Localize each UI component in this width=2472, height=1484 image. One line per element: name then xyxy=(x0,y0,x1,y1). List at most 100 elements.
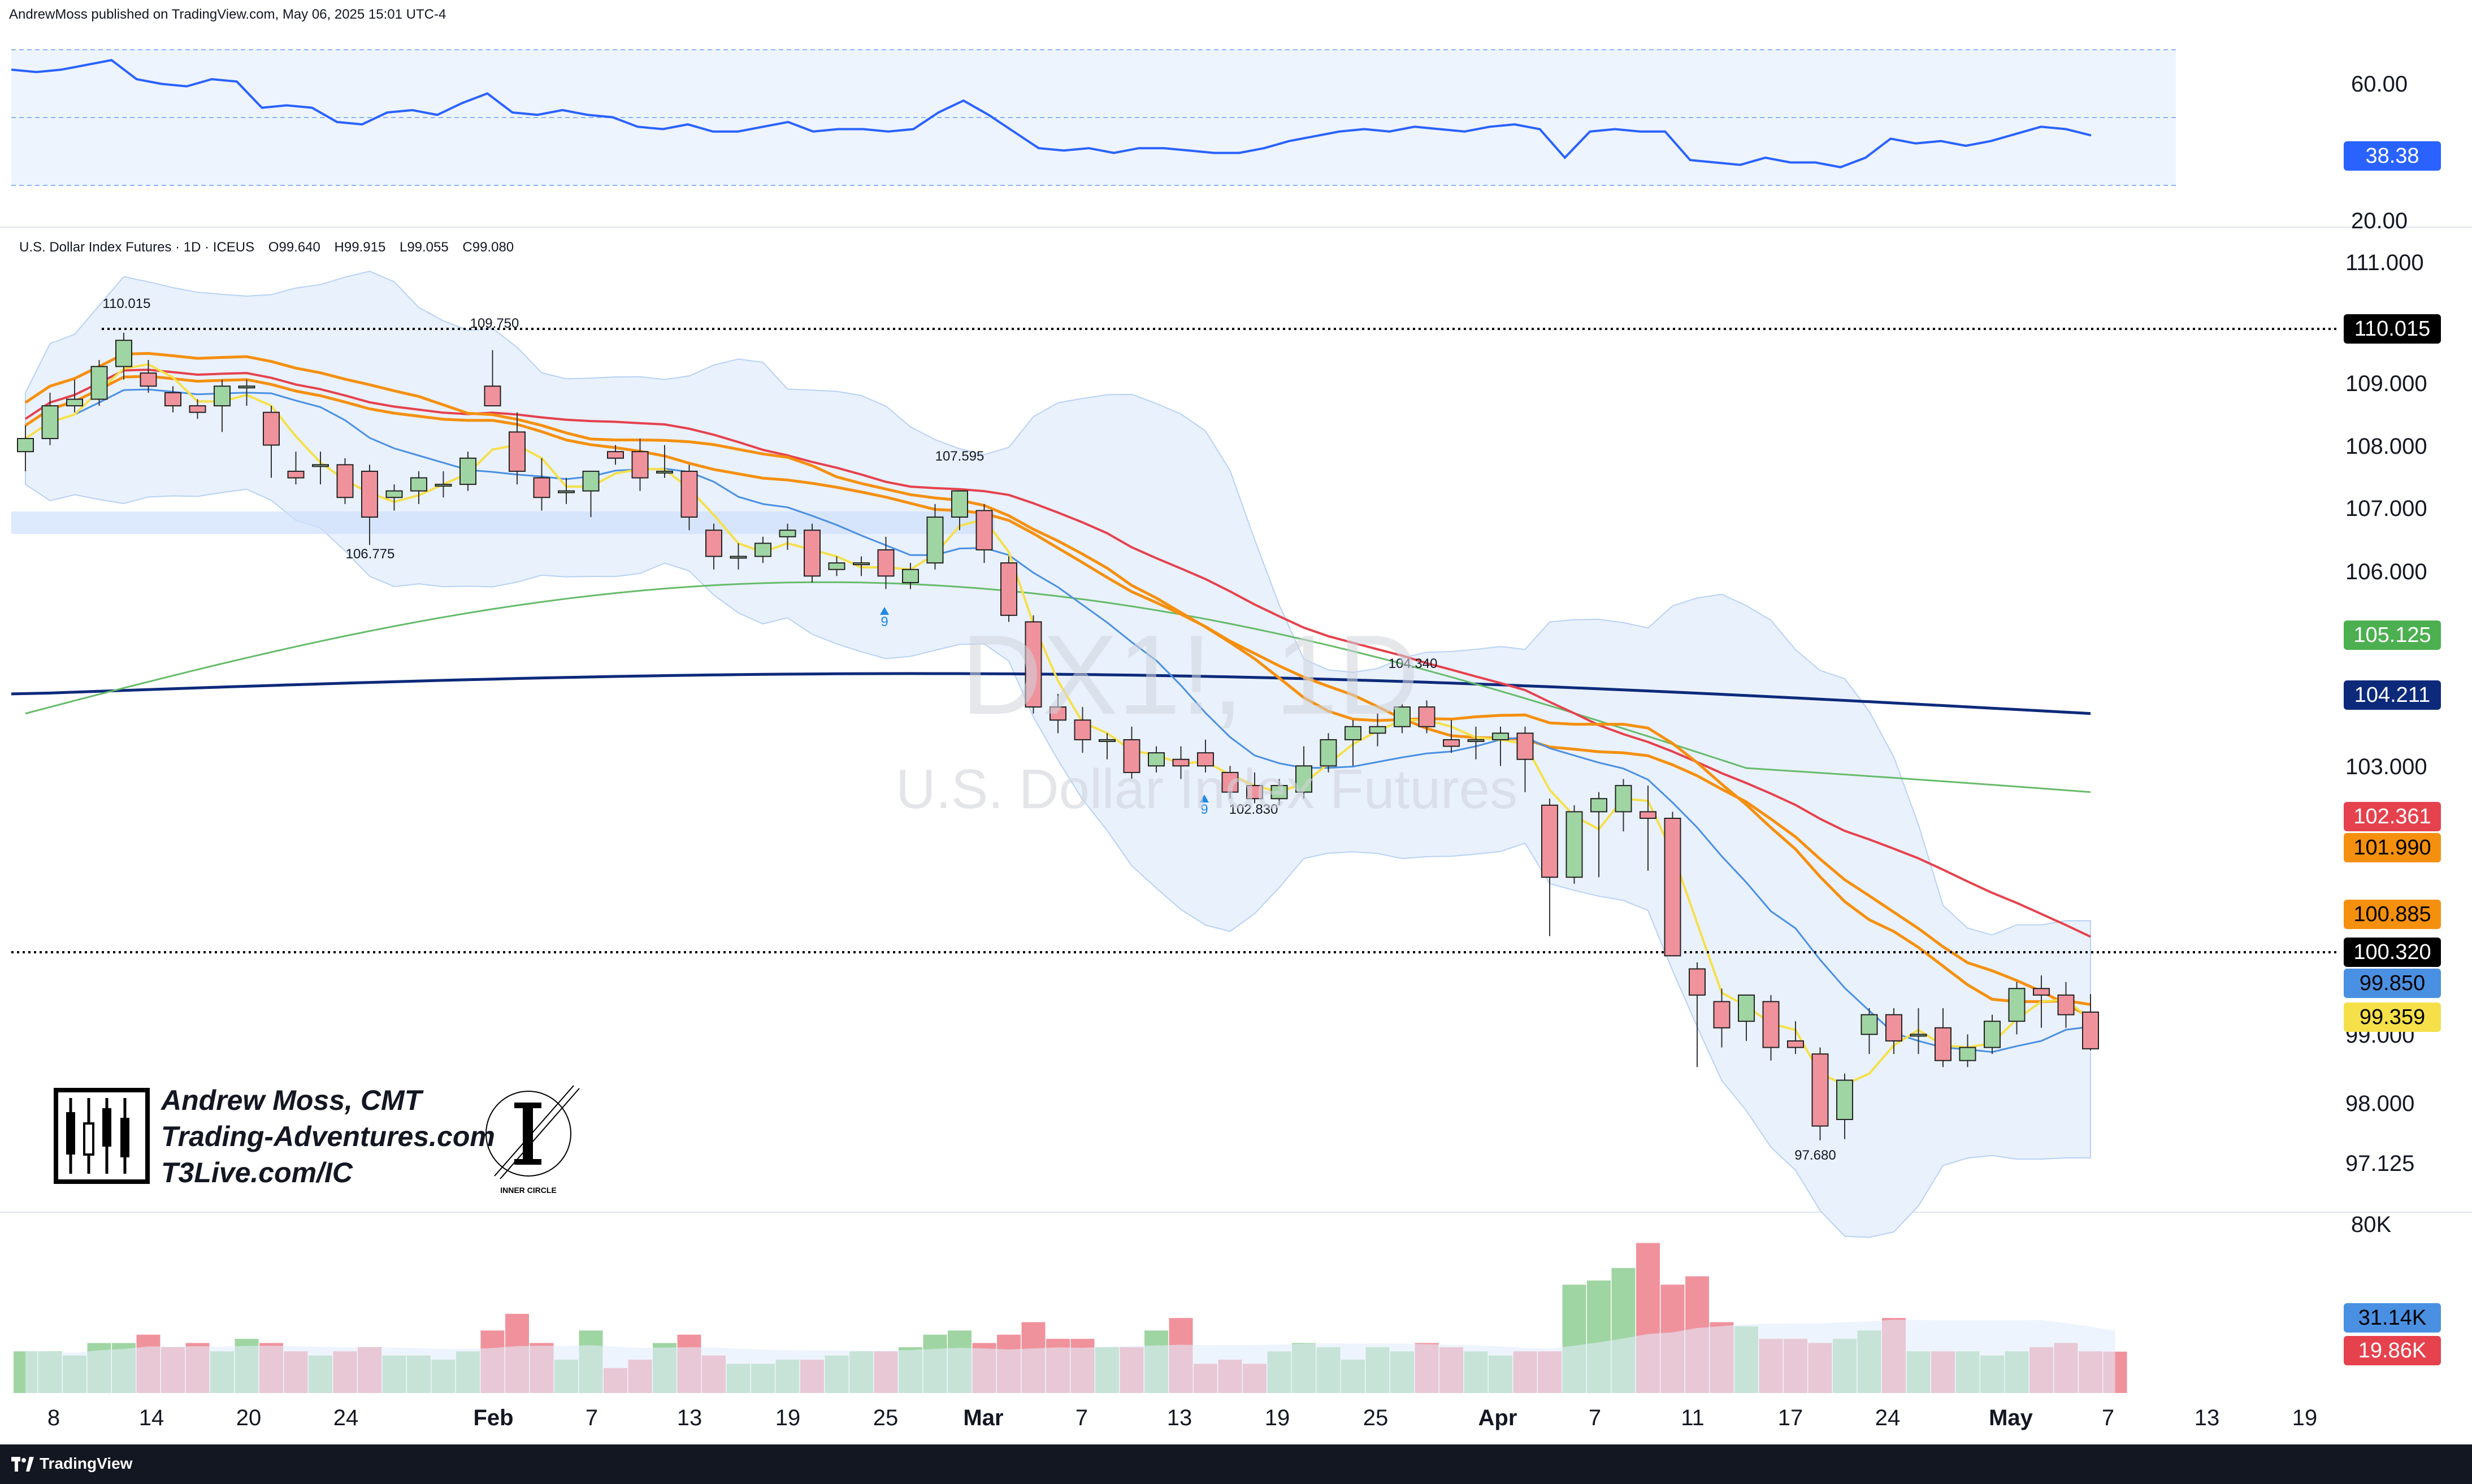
candle xyxy=(730,543,747,570)
candle-body xyxy=(238,385,255,389)
candle-body xyxy=(754,543,771,557)
candle xyxy=(312,452,329,485)
signal-count: 9 xyxy=(1200,802,1208,817)
candle xyxy=(533,458,550,511)
candle-body xyxy=(877,549,895,577)
candle xyxy=(1467,726,1485,760)
candle xyxy=(975,504,993,563)
candle xyxy=(1394,704,1411,734)
price-axis-tick: 97.125 xyxy=(2345,1151,2414,1176)
candle xyxy=(1418,700,1436,734)
ma-orange-line-lower xyxy=(24,375,2092,1018)
x-axis-label: Feb xyxy=(473,1405,513,1430)
candle xyxy=(1443,720,1460,753)
candle xyxy=(1270,779,1288,805)
candle-body xyxy=(1615,785,1632,813)
candle-body xyxy=(1640,811,1656,819)
signal-count: 9 xyxy=(881,614,888,630)
candle-body xyxy=(1074,719,1091,740)
candle xyxy=(509,412,526,485)
x-axis-label: 24 xyxy=(1875,1405,1901,1430)
candle-body xyxy=(926,517,944,564)
x-axis-label: 11 xyxy=(1681,1405,1705,1430)
x-axis-label: 17 xyxy=(1778,1405,1803,1430)
candle xyxy=(214,379,231,432)
rsi-line xyxy=(11,59,2092,168)
candle xyxy=(1615,779,1632,832)
author-name: Andrew Moss, CMT xyxy=(161,1084,422,1116)
candle-body xyxy=(410,477,427,492)
candle-body xyxy=(17,438,34,453)
candle xyxy=(189,399,206,419)
candle-body xyxy=(1689,968,1706,996)
candle-body xyxy=(1836,1079,1853,1120)
legend-high: H99.915 xyxy=(334,240,386,255)
candle-body xyxy=(2008,988,2026,1022)
x-axis-label: 25 xyxy=(1363,1405,1389,1430)
candle-body xyxy=(1492,732,1509,740)
candle xyxy=(1148,746,1165,773)
candle xyxy=(1074,707,1091,753)
legend-title: U.S. Dollar Index Futures · 1D · ICEUS xyxy=(19,240,255,255)
candle xyxy=(1541,799,1558,936)
candle xyxy=(1123,726,1140,779)
candle xyxy=(1713,988,1731,1048)
candle-body xyxy=(975,510,993,550)
candle-body xyxy=(1369,726,1386,734)
candle-body xyxy=(115,340,132,367)
candle-body xyxy=(214,385,231,407)
x-axis-label: Mar xyxy=(963,1405,1003,1430)
candles-group xyxy=(17,332,2099,1141)
candle xyxy=(385,484,403,511)
candle xyxy=(435,471,452,498)
x-axis-label: 13 xyxy=(2195,1405,2220,1430)
ma-green-line xyxy=(25,581,2091,793)
price-tag: 99.359 xyxy=(2344,1003,2441,1032)
candle xyxy=(1689,962,1706,1068)
candle-body xyxy=(41,405,59,440)
candle-body xyxy=(1541,804,1558,878)
candle-body xyxy=(1984,1021,2001,1048)
price-tag: 105.125 xyxy=(2344,620,2441,650)
price-annotation: 102.830 xyxy=(1229,802,1278,817)
candle-body xyxy=(1467,739,1485,742)
candle xyxy=(263,406,280,478)
candle-body xyxy=(1738,994,1755,1022)
ma-orange-line-upper xyxy=(24,352,2091,1006)
candle-body xyxy=(1345,726,1361,740)
candle-body xyxy=(312,464,329,467)
candle-body xyxy=(385,490,403,498)
price-tag: 99.850 xyxy=(2344,969,2441,998)
candle xyxy=(2008,982,2026,1035)
indicator-value-tag: 38.38 xyxy=(2344,141,2441,171)
tradingview-logo-icon[interactable] xyxy=(11,1457,34,1472)
candle xyxy=(680,465,698,531)
candle-body xyxy=(1197,752,1214,767)
candle-body xyxy=(1049,706,1066,721)
price-tag: 110.015 xyxy=(2344,314,2441,344)
candle xyxy=(582,470,600,518)
price-tag: 104.211 xyxy=(2344,680,2441,710)
candle xyxy=(1811,1047,1829,1141)
candle xyxy=(1221,766,1239,799)
signal-arrow-icon xyxy=(880,607,889,615)
publish-header: AndrewMoss published on TradingView.com,… xyxy=(9,7,446,22)
candle xyxy=(1295,746,1312,799)
candle-body xyxy=(533,477,550,498)
footer-bar: TradingView xyxy=(0,1444,2472,1484)
candle xyxy=(1787,1021,1804,1055)
candle xyxy=(926,504,944,570)
legend-low: L99.055 xyxy=(399,240,449,255)
x-axis-label: 7 xyxy=(1075,1405,1088,1430)
candle xyxy=(484,350,501,407)
candle xyxy=(1516,726,1534,792)
price-tag: 101.990 xyxy=(2344,833,2441,862)
candle-body xyxy=(459,457,476,485)
signature-text: Andrew Moss, CMT Trading-Adventures.com … xyxy=(161,1082,495,1191)
watermark-name: U.S. Dollar Index Futures xyxy=(896,758,1518,820)
candle xyxy=(1000,556,1017,622)
candle xyxy=(1836,1073,1853,1139)
candle xyxy=(853,556,870,576)
candle xyxy=(1959,1034,1976,1068)
